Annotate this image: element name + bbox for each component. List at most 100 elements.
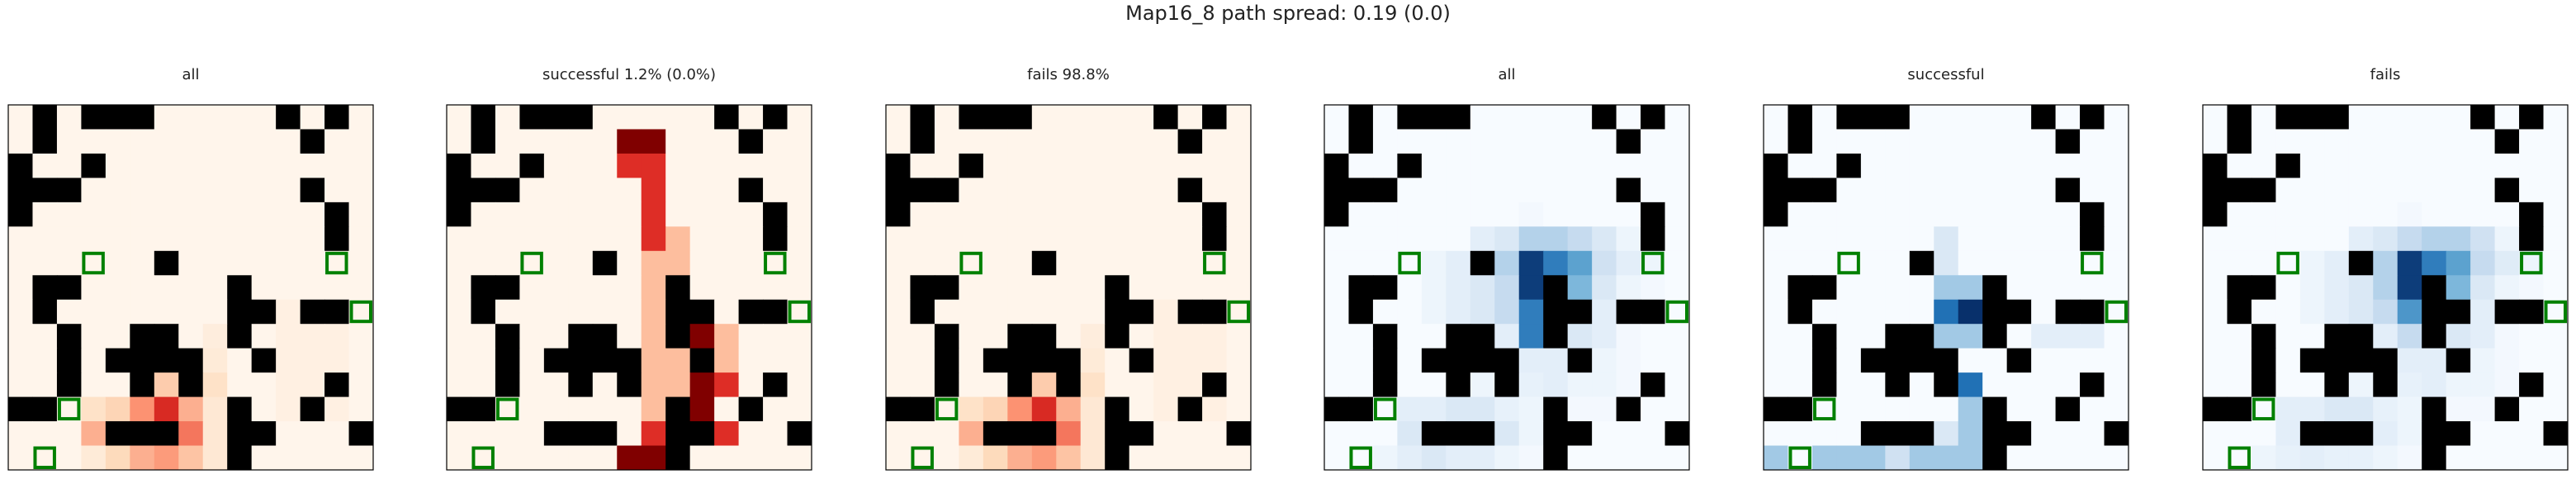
obstacle-cell <box>665 421 691 447</box>
heat-cell <box>1348 324 1374 349</box>
heat-cell <box>1592 250 1617 276</box>
heat-cell <box>1470 202 1495 227</box>
heat-cell <box>1592 348 1617 373</box>
heat-cell <box>154 445 179 471</box>
heat-cell <box>2227 250 2252 276</box>
heat-cell <box>934 153 959 178</box>
goal-marker <box>935 397 959 421</box>
heat-cell <box>1592 129 1617 154</box>
heat-cell <box>2006 226 2032 252</box>
heat-cell <box>519 421 545 447</box>
heat-cell <box>2031 153 2057 178</box>
heat-cell <box>2519 153 2545 178</box>
heat-cell <box>1958 105 1983 130</box>
heat-cell <box>348 226 374 252</box>
heat-cell <box>641 348 666 373</box>
obstacle-cell <box>2446 299 2471 325</box>
heat-cell <box>1421 202 1447 227</box>
heat-cell <box>1518 421 1544 447</box>
heat-cell <box>1397 396 1423 422</box>
heat-cell <box>1372 445 1398 471</box>
obstacle-cell <box>1177 396 1203 422</box>
heat-cell <box>2275 324 2301 349</box>
heat-cell <box>1153 178 1179 203</box>
heat-cell <box>1372 250 1398 276</box>
obstacle-cell <box>1397 105 1423 130</box>
heat-cell <box>1372 226 1398 252</box>
heat-cell <box>251 153 277 178</box>
heat-cell <box>2031 299 2057 325</box>
heat-cell <box>1226 129 1252 154</box>
heat-cell <box>1421 445 1447 471</box>
heat-cell <box>959 445 984 471</box>
obstacle-cell <box>934 372 959 398</box>
heat-cell <box>2373 178 2398 203</box>
heat-cell <box>886 324 911 349</box>
heat-cell <box>8 275 33 301</box>
heat-cell <box>1836 396 1862 422</box>
heat-cell <box>2299 226 2325 252</box>
obstacle-cell <box>2348 324 2374 349</box>
heat-cell <box>2104 178 2129 203</box>
heat-cell <box>324 445 350 471</box>
obstacle-cell <box>1372 275 1398 301</box>
obstacle-cell <box>300 299 325 325</box>
obstacle-cell <box>1007 421 1033 447</box>
heat-cell <box>1982 250 2008 276</box>
heat-cell <box>154 129 179 154</box>
obstacle-cell <box>2422 445 2447 471</box>
heat-cell <box>1664 202 1690 227</box>
obstacle-cell <box>130 348 155 373</box>
heat-cell <box>1934 396 1959 422</box>
heat-cell <box>1592 226 1617 252</box>
obstacle-cell <box>617 372 642 398</box>
obstacle-cell <box>81 105 107 130</box>
heat-cell <box>934 421 959 447</box>
obstacle-cell <box>1885 348 1911 373</box>
obstacle-cell <box>2006 348 2032 373</box>
heat-cell <box>130 250 155 276</box>
obstacle-cell <box>1788 105 1813 130</box>
heatmap-panel-2 <box>885 104 1252 471</box>
heat-cell <box>1664 324 1690 349</box>
obstacle-cell <box>2055 129 2081 154</box>
heat-cell <box>1567 153 1593 178</box>
heat-cell <box>1567 226 1593 252</box>
heat-cell <box>1641 129 1666 154</box>
heat-cell <box>1885 226 1911 252</box>
heat-cell <box>714 153 740 178</box>
heat-cell <box>1788 372 1813 398</box>
heat-cell <box>154 275 179 301</box>
heat-cell <box>1080 275 1106 301</box>
panel-title-0: all <box>182 66 200 83</box>
heat-cell <box>348 324 374 349</box>
heat-cell <box>1664 348 1690 373</box>
obstacle-cell <box>1105 299 1130 325</box>
obstacle-cell <box>2251 178 2276 203</box>
heat-cell <box>1518 348 1544 373</box>
heat-cell <box>983 202 1008 227</box>
heat-cell <box>447 129 471 154</box>
heat-cell <box>959 372 984 398</box>
heat-cell <box>2470 421 2496 447</box>
heat-cell <box>1446 153 1471 178</box>
heat-cell <box>983 250 1008 276</box>
panel-frame <box>7 104 374 471</box>
heat-cell <box>154 178 179 203</box>
obstacle-cell <box>1860 348 1886 373</box>
heat-cell <box>81 202 107 227</box>
heat-cell <box>348 202 374 227</box>
heat-cell <box>1397 226 1423 252</box>
heat-cell <box>714 324 740 349</box>
heat-cell <box>8 299 33 325</box>
obstacle-cell <box>1788 275 1813 301</box>
heat-cell <box>1958 299 1983 325</box>
obstacle-cell <box>348 421 374 447</box>
obstacle-cell <box>1129 348 1154 373</box>
heat-cell <box>1177 202 1203 227</box>
obstacle-cell <box>2519 202 2545 227</box>
heat-cell <box>447 226 471 252</box>
obstacle-cell <box>1885 372 1911 398</box>
heat-cell <box>1836 275 1862 301</box>
heat-cell <box>2446 153 2471 178</box>
